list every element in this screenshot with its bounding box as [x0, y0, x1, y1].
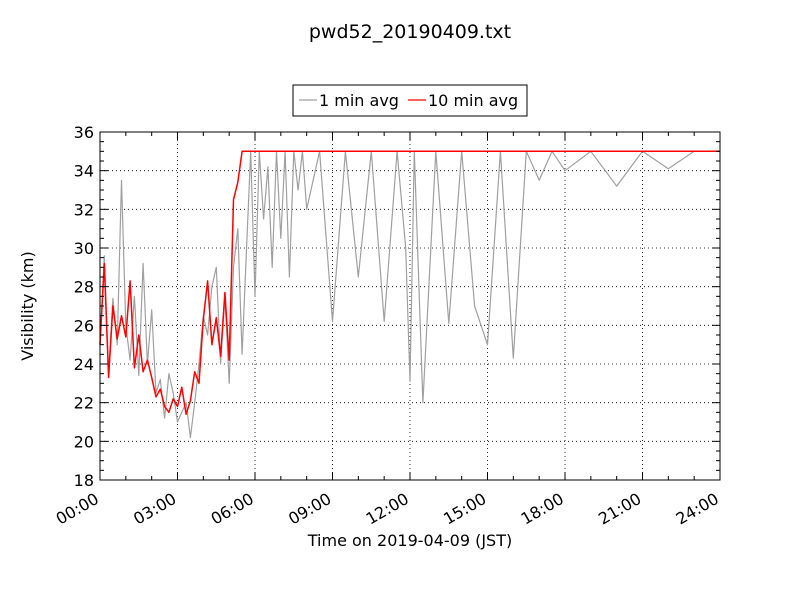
y-tick-label: 32 — [74, 200, 94, 219]
y-tick-label: 26 — [74, 316, 94, 335]
x-tick-label: 18:00 — [518, 489, 567, 529]
x-tick-label: 03:00 — [130, 489, 179, 529]
x-tick-label: 21:00 — [595, 489, 644, 529]
y-tick-label: 22 — [74, 394, 94, 413]
y-tick-label: 34 — [74, 162, 94, 181]
y-tick-label: 24 — [74, 355, 94, 374]
x-tick-label: 06:00 — [208, 489, 257, 529]
series-line-10min-avg — [99, 150, 720, 416]
y-axis-label: Visibility (km) — [18, 251, 37, 360]
y-tick-label: 20 — [74, 432, 94, 451]
y-tick-label: 18 — [74, 471, 94, 490]
y-tick-label: 36 — [74, 123, 94, 142]
x-axis-label: Time on 2019-04-09 (JST) — [307, 531, 512, 550]
x-tick-label: 12:00 — [363, 489, 412, 529]
grid-lines — [100, 132, 720, 480]
x-tick-label: 24:00 — [673, 489, 722, 529]
y-tick-label: 28 — [74, 278, 94, 297]
series-line-1min-avg — [99, 150, 720, 439]
legend-label-10min: 10 min avg — [428, 91, 518, 110]
chart-title: pwd52_20190409.txt — [309, 21, 511, 43]
y-tick-label: 30 — [74, 239, 94, 258]
legend: 1 min avg 10 min avg — [292, 84, 528, 117]
x-tick-label: 15:00 — [440, 489, 489, 529]
x-tick-label: 09:00 — [285, 489, 334, 529]
legend-label-1min: 1 min avg — [319, 91, 399, 110]
x-tick-label: 00:00 — [53, 489, 102, 529]
series-lines — [99, 150, 720, 439]
